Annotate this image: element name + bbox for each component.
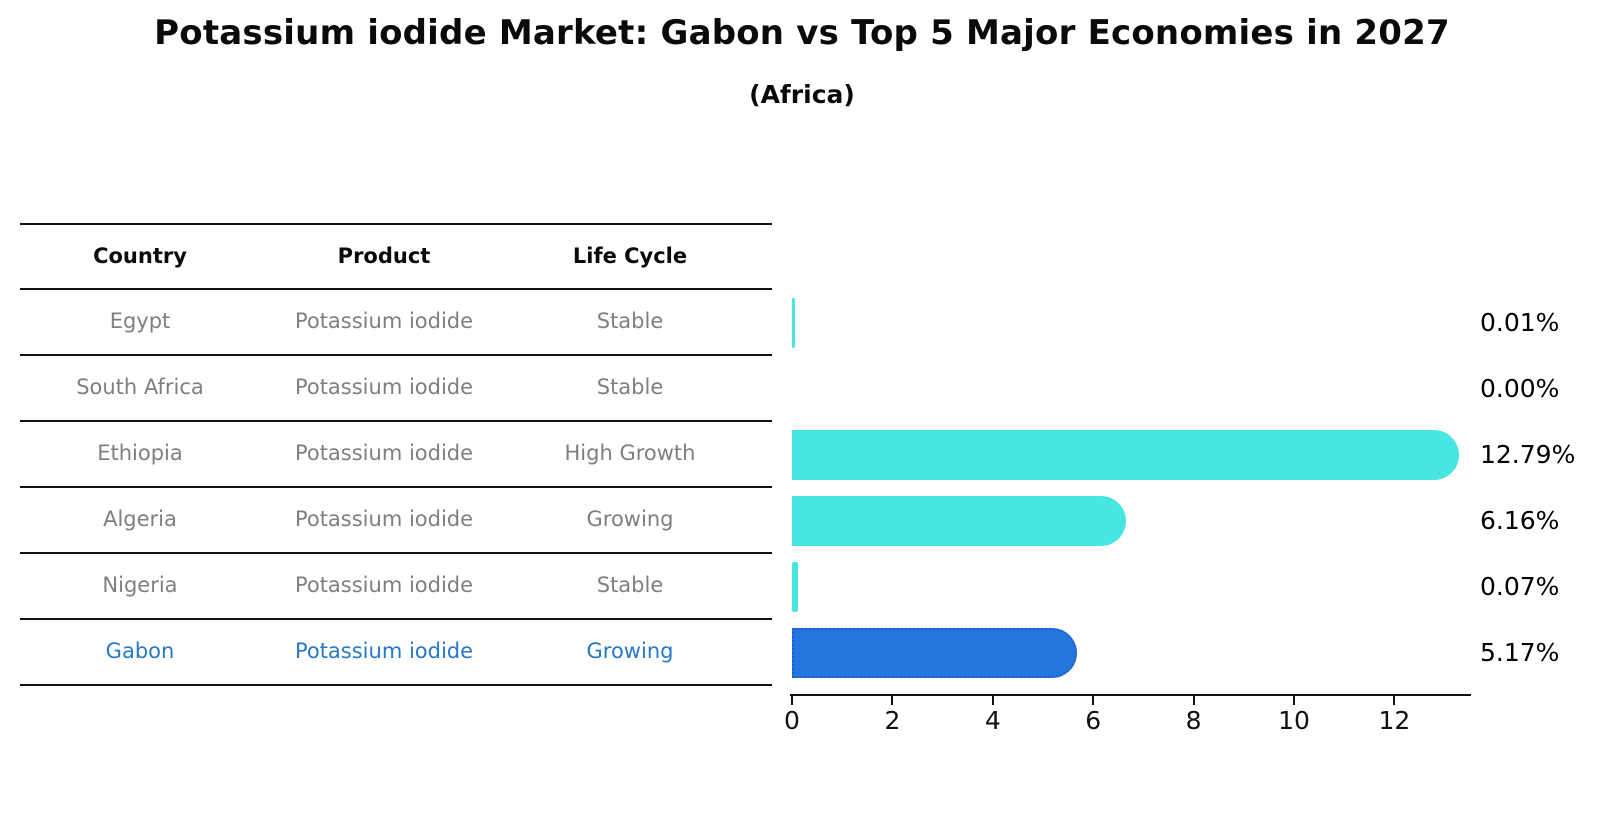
country-cell: Gabon	[105, 639, 175, 664]
x-axis-tick	[1092, 694, 1095, 705]
table-row: Gabon Potassium iodide Growing	[20, 620, 772, 686]
value-label: 0.01%	[1480, 308, 1560, 337]
value-label: 0.07%	[1480, 572, 1560, 601]
life-cycle-cell: Growing	[586, 639, 674, 664]
bar-nigeria	[792, 562, 798, 612]
chart-subtitle: (Africa)	[749, 80, 855, 109]
table-header-row: Country Product Life Cycle	[20, 223, 772, 290]
country-cell: Algeria	[103, 507, 177, 532]
product-cell: Potassium iodide	[294, 309, 474, 334]
life-cycle-cell: High Growth	[564, 441, 696, 466]
value-label: 12.79%	[1480, 440, 1576, 469]
x-axis-tick	[1393, 694, 1396, 705]
x-axis-tick-label: 2	[884, 706, 901, 735]
life-cycle-cell: Stable	[596, 309, 664, 334]
x-axis-tick	[1293, 694, 1295, 705]
product-cell: Potassium iodide	[294, 507, 474, 532]
x-axis-tick-label: 8	[1185, 706, 1202, 735]
table-body: Egypt Potassium iodide Stable South Africa P…	[20, 290, 772, 686]
bar-gabon	[792, 628, 1077, 678]
country-cell: South Africa	[76, 375, 204, 400]
bar-algeria	[792, 496, 1127, 546]
product-cell: Potassium iodide	[294, 639, 474, 664]
value-label: 5.17%	[1480, 638, 1560, 667]
table-row: Algeria Potassium iodide Growing	[20, 488, 772, 554]
table-row: Ethiopia Potassium iodide High Growth	[20, 422, 772, 488]
country-cell: Egypt	[109, 309, 171, 334]
life-cycle-cell: Growing	[586, 507, 674, 532]
header-country: Country	[93, 243, 187, 268]
life-cycle-cell: Stable	[596, 573, 664, 598]
x-axis-tick	[991, 694, 994, 705]
header-product: Product	[337, 243, 431, 268]
x-axis-tick-label: 6	[1085, 706, 1102, 735]
value-label: 6.16%	[1480, 506, 1560, 535]
x-axis-tick-label: 4	[984, 706, 1001, 735]
table-row: South Africa Potassium iodide Stable	[20, 356, 772, 422]
x-axis-tick-label: 12	[1378, 706, 1411, 735]
bar-ethiopia	[792, 430, 1460, 480]
x-axis-tick	[1192, 694, 1195, 705]
header-life-cycle: Life Cycle	[572, 243, 688, 268]
value-label: 0.00%	[1480, 374, 1560, 403]
bar-egypt	[792, 298, 795, 348]
table-row: Egypt Potassium iodide Stable	[20, 290, 772, 356]
country-cell: Nigeria	[102, 573, 178, 598]
x-axis-tick-label: 0	[784, 706, 800, 735]
country-table: Country Product Life Cycle Egypt Potassiu…	[20, 223, 772, 686]
product-cell: Potassium iodide	[294, 573, 474, 598]
country-cell: Ethiopia	[97, 441, 183, 466]
life-cycle-cell: Stable	[596, 375, 664, 400]
product-cell: Potassium iodide	[294, 441, 474, 466]
x-axis-line	[790, 694, 1471, 696]
chart-title: Potassium iodide Market: Gabon vs Top 5 …	[154, 13, 1450, 53]
x-axis-tick-label: 10	[1278, 706, 1310, 735]
product-cell: Potassium iodide	[294, 375, 474, 400]
x-axis-tick	[891, 694, 894, 705]
x-axis-tick	[791, 694, 793, 705]
table-row: Nigeria Potassium iodide Stable	[20, 554, 772, 620]
